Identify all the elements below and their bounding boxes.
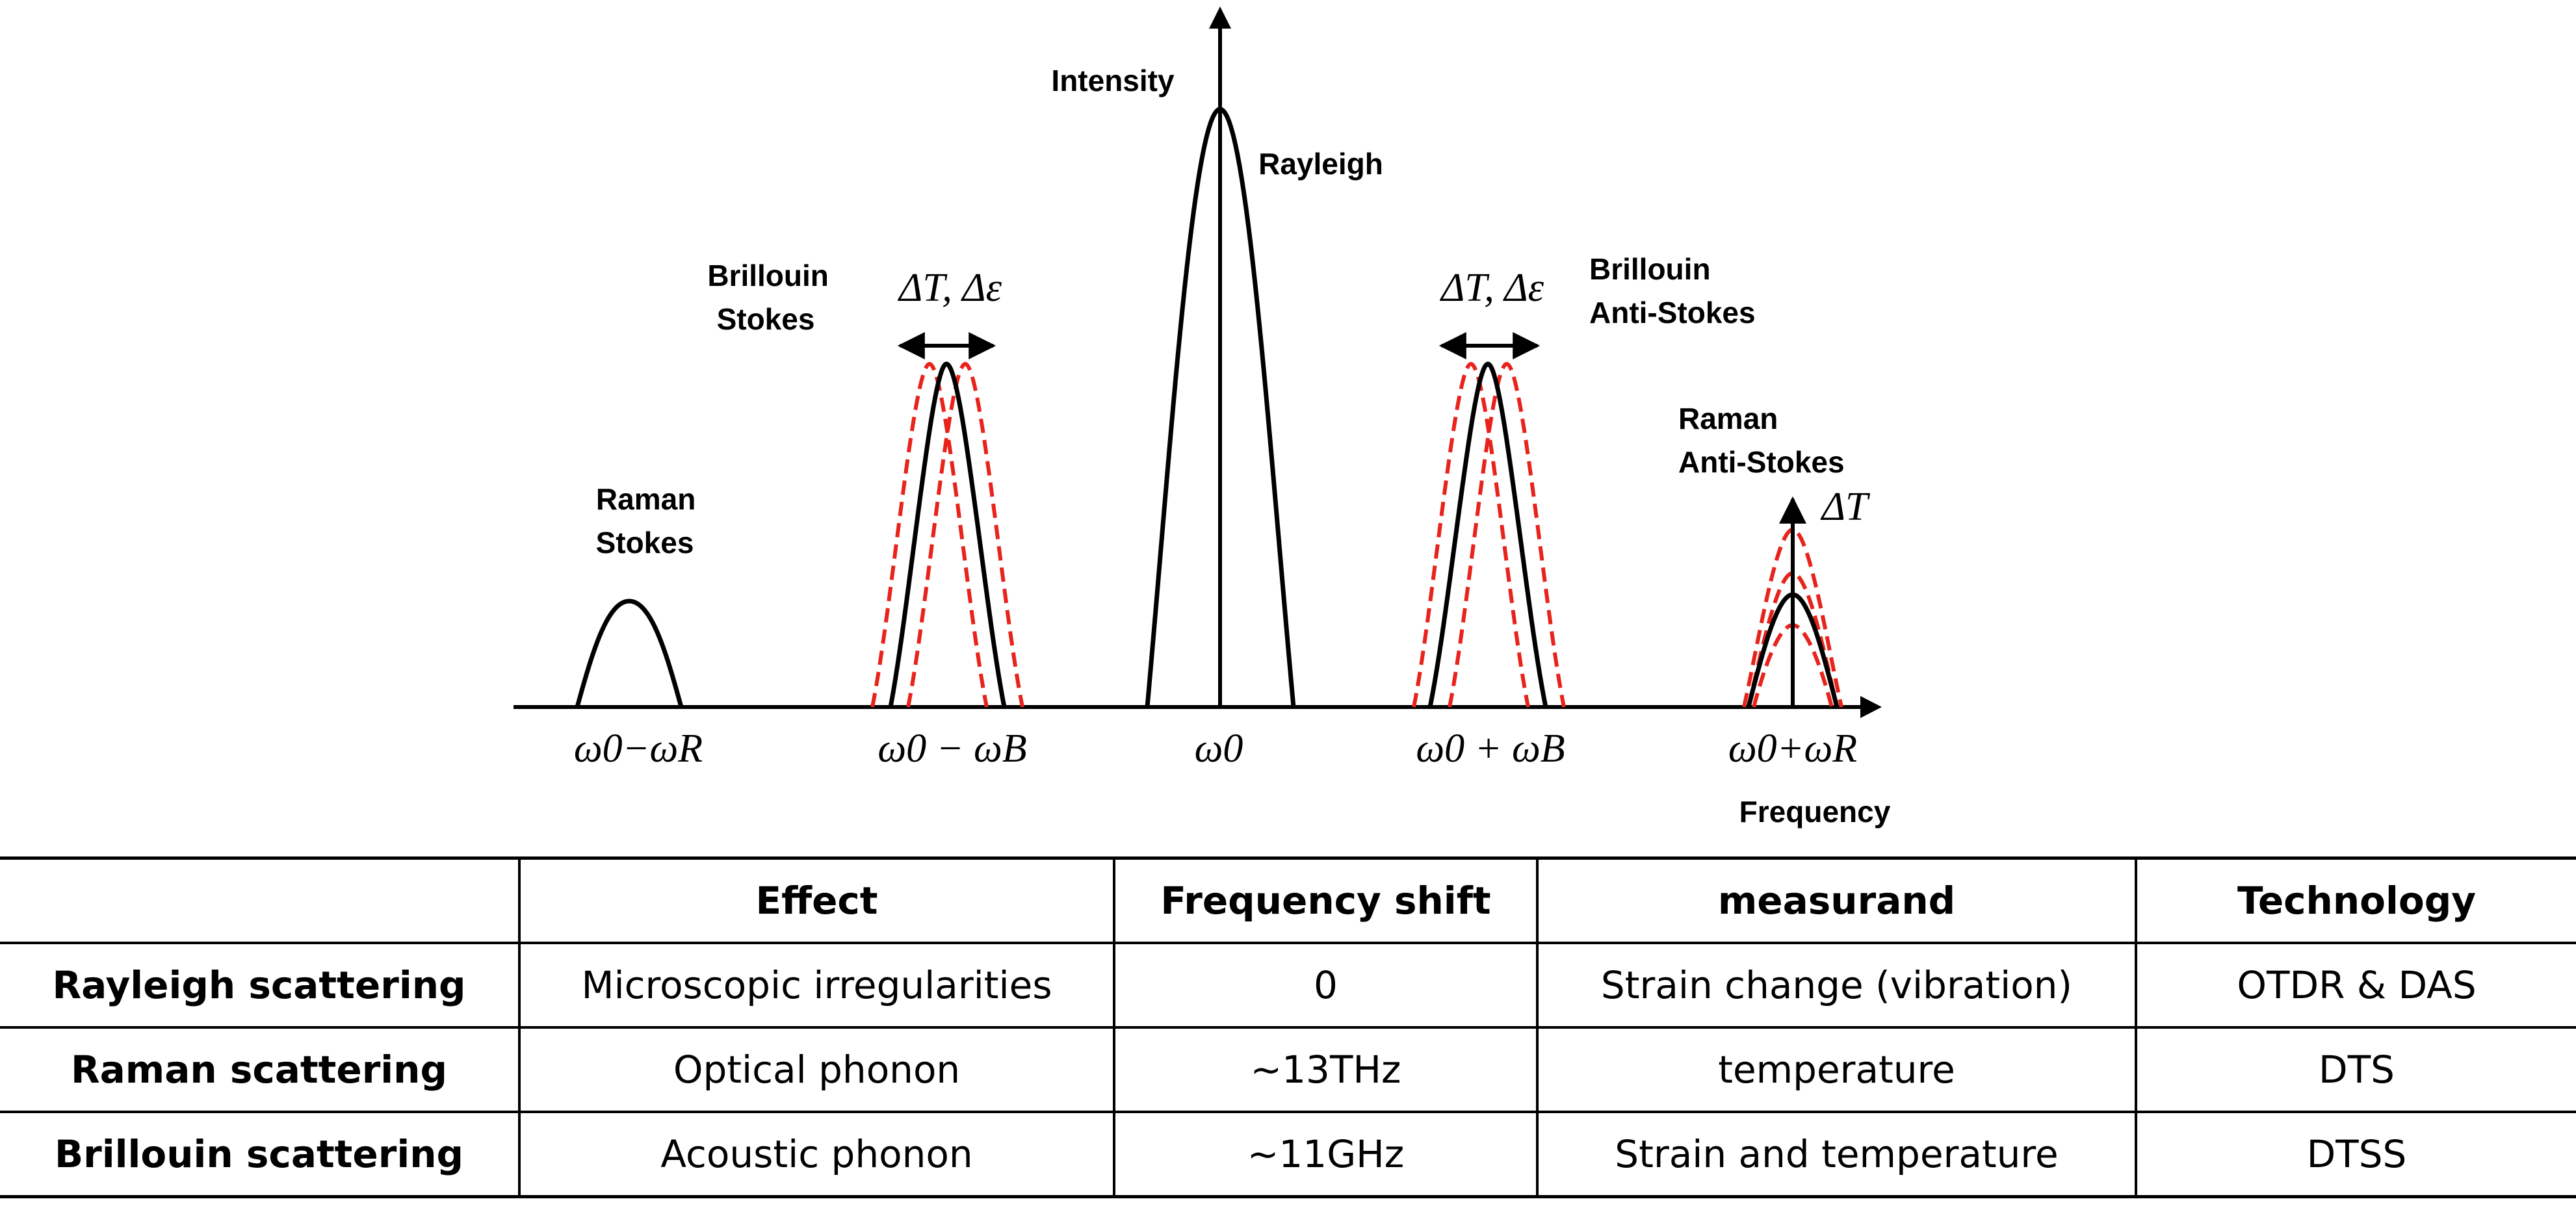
- table-row: Brillouin scattering Acoustic phonon ~11…: [0, 1111, 2576, 1198]
- cell-technology: DTSS: [2135, 1111, 2576, 1198]
- raman-anti-stokes-shift-label: ΔT: [1820, 485, 1871, 529]
- frequency-axis-arrow-icon: [1860, 696, 1882, 718]
- row-name: Rayleigh scattering: [0, 942, 521, 1029]
- row-name: Brillouin scattering: [0, 1111, 521, 1198]
- scattering-spectrum-diagram: Intensity Frequency Raman Stokes ω0−ωR Δ…: [514, 6, 1891, 829]
- cell-technology: DTS: [2135, 1026, 2576, 1113]
- table-row: Raman scattering Optical phonon ~13THz t…: [0, 1026, 2576, 1113]
- raman-stokes-frequency: ω0−ωR: [574, 727, 703, 771]
- brillouin-stokes-shifted-right: [906, 361, 1024, 708]
- table-row: Rayleigh scattering Microscopic irregula…: [0, 942, 2576, 1029]
- rayleigh-peak: [1145, 107, 1296, 708]
- frequency-axis-label: Frequency: [1739, 795, 1891, 829]
- brillouin-anti-stokes-shifted-left: [1412, 361, 1530, 708]
- brillouin-anti-stokes-shifted-right: [1448, 361, 1566, 708]
- cell-measurand: temperature: [1536, 1026, 2137, 1113]
- brillouin-stokes-shifted-left: [870, 361, 989, 708]
- intensity-axis-arrow-icon: [1209, 6, 1231, 29]
- cell-frequency-shift: ~11GHz: [1113, 1111, 1539, 1198]
- brillouin-anti-stokes-shift-label: ΔT, Δε: [1439, 266, 1544, 310]
- raman-stokes-label: Raman Stokes: [596, 482, 705, 560]
- scattering-comparison-table: Effect Frequency shift measurand Technol…: [0, 856, 2576, 1198]
- header-effect: Effect: [518, 856, 1115, 944]
- row-name: Raman scattering: [0, 1026, 521, 1113]
- header-technology: Technology: [2135, 856, 2576, 944]
- brillouin-stokes-frequency: ω0 − ωB: [878, 727, 1026, 771]
- cell-frequency-shift: ~13THz: [1113, 1026, 1539, 1113]
- rayleigh-label: Rayleigh: [1258, 147, 1383, 181]
- raman-anti-stokes-frequency: ω0+ωR: [1728, 727, 1857, 771]
- raman-anti-stokes-label: Raman Anti-Stokes: [1678, 402, 1845, 479]
- cell-measurand: Strain and temperature: [1536, 1111, 2137, 1198]
- rayleigh-frequency: ω0: [1195, 727, 1243, 771]
- header-measurand: measurand: [1536, 856, 2137, 944]
- intensity-axis-label: Intensity: [1051, 64, 1175, 97]
- brillouin-anti-stokes-peak: [1427, 361, 1548, 708]
- cell-measurand: Strain change (vibration): [1536, 942, 2137, 1029]
- cell-effect: Microscopic irregularities: [518, 942, 1115, 1029]
- brillouin-stokes-peak: [888, 361, 1007, 708]
- header-frequency-shift: Frequency shift: [1113, 856, 1539, 944]
- brillouin-stokes-label: Brillouin Stokes: [707, 259, 837, 336]
- cell-frequency-shift: 0: [1113, 942, 1539, 1029]
- raman-stokes-peak: [575, 599, 684, 708]
- brillouin-stokes-shift-label: ΔT, Δε: [897, 266, 1002, 310]
- brillouin-anti-stokes-label: Brillouin Anti-Stokes: [1589, 252, 1756, 329]
- cell-effect: Optical phonon: [518, 1026, 1115, 1113]
- table-header-row: Effect Frequency shift measurand Technol…: [0, 856, 2576, 944]
- cell-technology: OTDR & DAS: [2135, 942, 2576, 1029]
- raman-anti-stokes-shifted-high: [1742, 527, 1843, 708]
- header-blank: [0, 856, 521, 944]
- brillouin-anti-stokes-frequency: ω0 + ωB: [1416, 727, 1565, 771]
- cell-effect: Acoustic phonon: [518, 1111, 1115, 1198]
